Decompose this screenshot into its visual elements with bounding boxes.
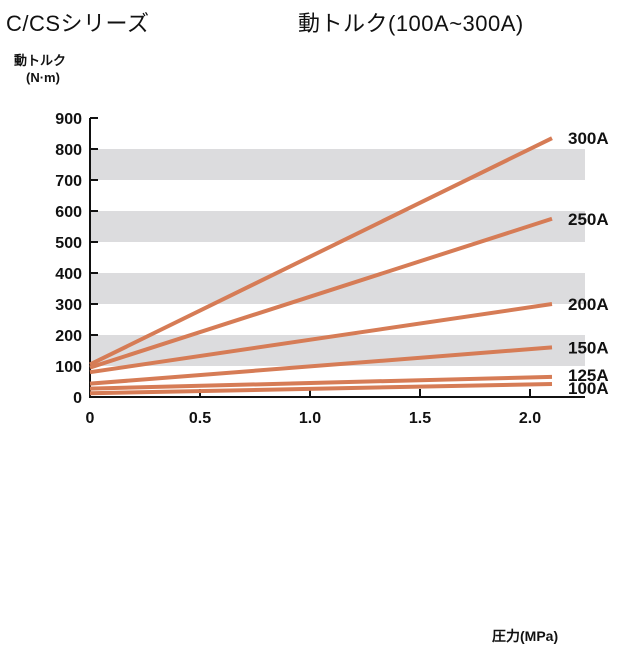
series-label-125A: 125A	[568, 366, 609, 385]
grid-band-2	[90, 211, 585, 242]
series-line-200A	[89, 302, 553, 375]
shaded-bands	[90, 149, 585, 366]
y-tick-label: 900	[55, 111, 82, 128]
x-tick-label: 0	[86, 410, 95, 427]
y-tick-label: 0	[73, 390, 82, 407]
x-tick-label: 1.5	[409, 410, 431, 427]
x-tick-label: 1.0	[299, 410, 321, 427]
series-label-300A: 300A	[568, 129, 609, 148]
series-line-150A	[89, 345, 553, 386]
x-tick-label: 0.5	[189, 410, 211, 427]
y-axis-label: 動トルク	[14, 53, 67, 68]
y-tick-label: 700	[55, 173, 82, 190]
y-tick-label: 100	[55, 359, 82, 376]
series-label-250A: 250A	[568, 210, 609, 229]
series-label-100A: 100A	[568, 379, 609, 398]
series-title: C/CSシリーズ	[6, 11, 150, 36]
y-axis-unit: (N·m)	[26, 70, 60, 85]
y-tick-label: 800	[55, 142, 82, 159]
y-tick-label: 300	[55, 297, 82, 314]
x-axis-label: 圧力(MPa)	[492, 628, 559, 644]
grid-band-3	[90, 149, 585, 180]
series-line-250A	[89, 216, 553, 370]
series-label-150A: 150A	[568, 338, 609, 357]
series-lines	[89, 136, 553, 396]
series-line-125A	[89, 374, 553, 391]
x-tick-label: 2.0	[519, 410, 541, 427]
y-tick-label: 400	[55, 266, 82, 283]
y-tick-label: 600	[55, 204, 82, 221]
series-line-100A	[89, 381, 553, 396]
series-label-200A: 200A	[568, 295, 609, 314]
y-tick-label: 200	[55, 328, 82, 345]
series-line-300A	[89, 136, 553, 367]
y-tick-label: 500	[55, 235, 82, 252]
tick-labels: 0 100 200 300 400 500 600 700 800 900 0 0.5 1.0 1.5 2.…	[55, 111, 541, 427]
axes	[89, 118, 585, 398]
chart-title: 動トルク(100A~300A)	[298, 11, 524, 36]
